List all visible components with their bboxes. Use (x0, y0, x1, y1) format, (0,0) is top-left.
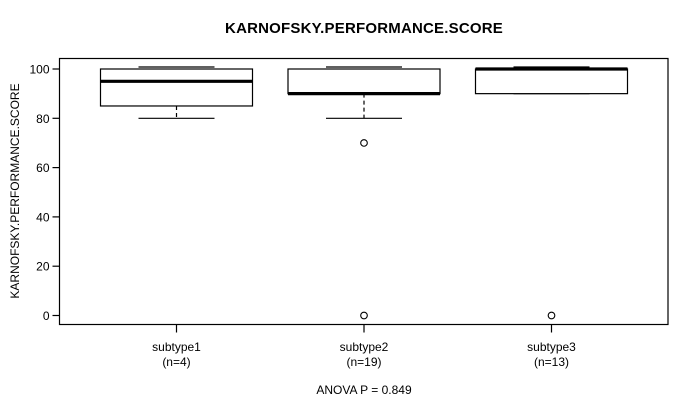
x-group-sublabel: (n=13) (534, 355, 569, 369)
outlier-point (360, 139, 368, 147)
y-axis-tick-label: 0 (43, 309, 50, 323)
x-group-sublabel: (n=4) (162, 355, 190, 369)
y-axis-tick-label: 100 (29, 63, 49, 77)
iqr-box (99, 68, 254, 107)
x-group-sublabel: (n=19) (346, 355, 381, 369)
y-axis-title: KARNOFSKY.PERFORMANCE.SCORE (8, 83, 22, 298)
chart-title: KARNOFSKY.PERFORMANCE.SCORE (225, 20, 503, 37)
iqr-box (287, 68, 441, 95)
iqr-box (474, 68, 629, 95)
x-group-label: subtype2 (340, 340, 389, 354)
x-group-label: subtype3 (527, 340, 576, 354)
y-axis-tick-label: 60 (36, 161, 50, 175)
outlier-point (547, 311, 556, 320)
anova-annotation: ANOVA P = 0.849 (316, 383, 412, 397)
outlier-point (360, 311, 368, 320)
x-group-label: subtype1 (152, 340, 201, 354)
y-axis-tick-label: 40 (36, 210, 50, 224)
y-axis-tick-label: 80 (36, 112, 50, 126)
y-axis-tick-label: 20 (36, 260, 50, 274)
